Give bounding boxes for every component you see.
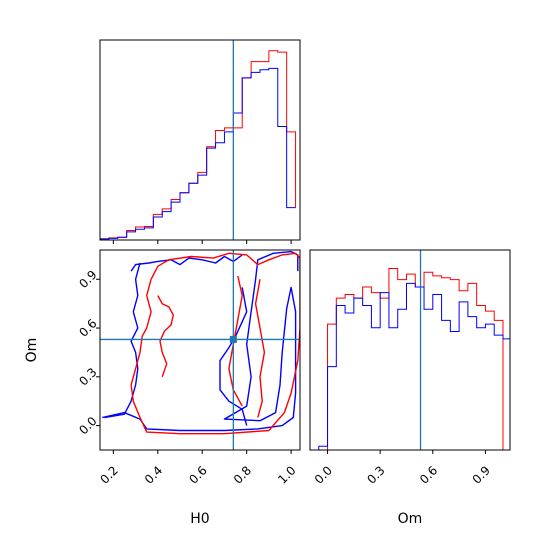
contour-line-5 [130,252,300,435]
contour-xtick-label-2: 0.4 [142,463,165,486]
contour-xtick-label-3: 0.6 [186,463,209,486]
hist-h0-series-1 [100,50,297,240]
xlabel-om: Om [398,511,423,527]
contour-line-6 [254,279,266,418]
hist-om-series-2 [310,282,510,450]
contour-line-2 [130,254,243,272]
contour-line-3 [219,287,248,426]
hist-om-series-1 [310,268,510,450]
contour-line-7 [157,295,175,378]
contour-frame [99,249,301,451]
contour-xtick-label-1: 0.2 [97,463,120,486]
hist-om-frame [309,249,511,451]
contour-ytick-label-2: 0.3 [76,365,99,388]
contour-line-4 [104,262,141,419]
hist-om-xtick-label-1: 0.0 [312,463,335,486]
contour-xtick-label-4: 0.8 [231,463,254,486]
truth-marker [229,335,237,343]
contour-line-1 [102,250,299,432]
hist-h0-frame [99,39,301,241]
hist-om-xtick-label-3: 0.6 [417,463,440,486]
ylabel-om: Om [24,338,40,363]
contour-ytick-label-3: 0.6 [76,316,99,339]
hist-h0-series-2 [100,67,296,240]
contour-ytick-label-1: 0.0 [76,414,99,437]
contour-ytick-label-4: 0.9 [76,268,99,291]
contour-xtick-label-5: 1.0 [275,463,298,486]
hist-om-xtick-label-4: 0.9 [470,463,493,486]
hist-om-xtick-label-2: 0.3 [364,463,387,486]
xlabel-h0: H0 [190,511,209,527]
